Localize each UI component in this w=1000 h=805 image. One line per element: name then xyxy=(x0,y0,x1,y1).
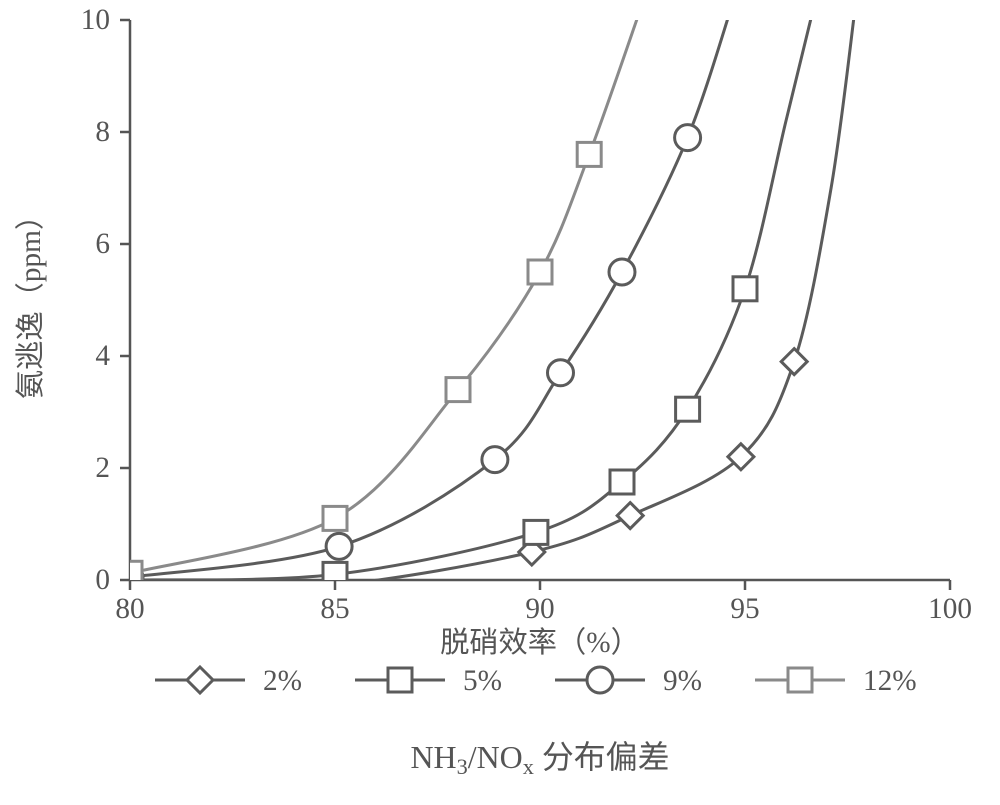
y-tick-label: 6 xyxy=(95,228,110,260)
x-tick-label: 95 xyxy=(730,593,759,625)
y-tick-label: 2 xyxy=(95,452,110,484)
x-tick-label: 90 xyxy=(525,593,554,625)
x-axis-label: 脱硝效率（%） xyxy=(440,626,640,659)
y-tick-label: 10 xyxy=(81,4,110,36)
y-tick-label: 4 xyxy=(95,340,110,372)
chart-container: 80 85 90 95 100 0 2 4 6 8 10 脱硝效率（%） 氨逃逸（ppm） 2% 5% 9% 1… xyxy=(0,0,1000,805)
y-tick-label: 0 xyxy=(95,564,110,596)
x-tick-label: 80 xyxy=(115,593,144,625)
legend-label: 12% xyxy=(863,665,917,697)
legend-label: 2% xyxy=(263,665,302,697)
legend-label: 5% xyxy=(463,665,502,697)
x-tick-label: 100 xyxy=(928,593,972,625)
x-tick-label: 85 xyxy=(320,593,349,625)
line-chart: 80 85 90 95 100 0 2 4 6 8 10 脱硝效率（%） 氨逃逸（ppm） 2% 5% 9% 1… xyxy=(0,0,1000,805)
y-tick-label: 8 xyxy=(95,116,110,148)
legend-title: NH3/NOx 分布偏差 xyxy=(411,740,670,779)
legend-label: 9% xyxy=(663,665,702,697)
y-axis-label: 氨逃逸（ppm） xyxy=(14,201,47,399)
